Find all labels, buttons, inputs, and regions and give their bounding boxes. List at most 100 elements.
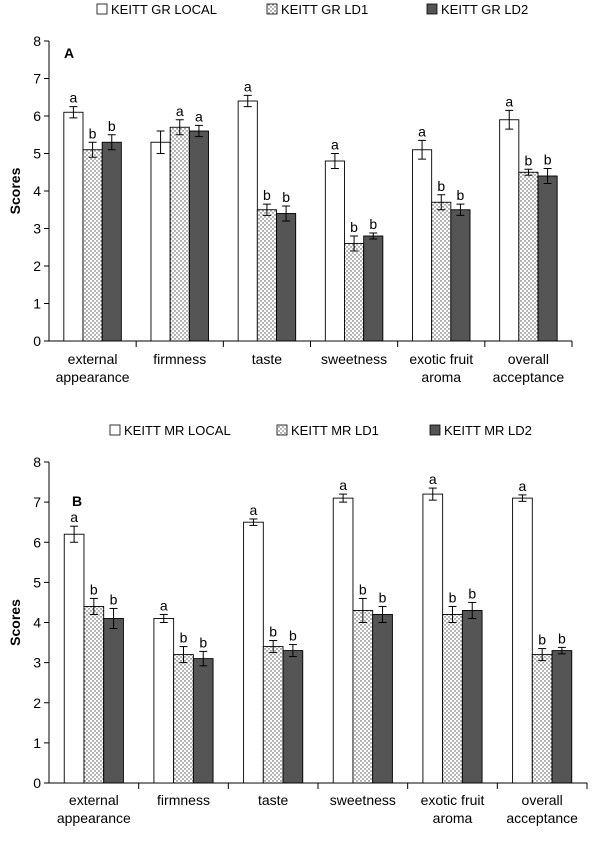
significance-label: a [505,93,513,109]
bar [344,243,365,342]
significance-label: a [176,103,184,119]
x-tick-label: aroma [433,810,473,826]
bar [243,521,264,784]
y-tick-label: 0 [33,775,41,791]
y-tick-label: 1 [33,735,41,751]
bar [276,213,297,342]
x-tick-label: firmness [157,792,210,808]
significance-label: b [289,628,297,644]
legend-label: KEITT MR LOCAL [124,423,231,438]
significance-label: a [339,477,347,493]
y-tick-label: 8 [33,454,41,470]
x-tick-label: acceptance [493,369,565,385]
significance-label: b [558,630,566,646]
bar [422,493,444,784]
y-tick-label: 6 [33,534,41,550]
y-tick-label: 0 [33,333,41,349]
significance-label: b [437,178,445,194]
significance-label: b [108,118,116,134]
panel-label: A [64,45,74,61]
significance-label: a [70,90,78,106]
y-tick-label: 5 [33,146,41,162]
significance-label: a [418,123,426,139]
significance-label: b [350,219,358,235]
bar [499,119,520,342]
bar [262,646,284,784]
x-tick-label: appearance [56,369,130,385]
x-tick-label: external [69,792,119,808]
significance-label: b [199,634,207,650]
legend-label: KEITT GR LD2 [441,2,528,17]
legend-swatch [426,3,438,15]
y-axis-label: Scores [7,167,23,214]
x-tick-label: external [68,351,118,367]
significance-label: a [250,502,258,518]
bar [188,130,209,342]
bar [537,175,558,342]
bar [103,618,124,784]
legend-swatch [429,424,441,436]
x-tick-label: overall [522,792,563,808]
bar [153,618,175,784]
bar [63,111,84,342]
x-tick-label: acceptance [506,810,578,826]
significance-label: b [90,581,98,597]
significance-label: a [195,108,203,124]
significance-label: b [263,187,271,203]
legend-swatch [96,3,108,15]
significance-label: b [180,630,188,646]
significance-label: b [538,632,546,648]
bar [352,610,374,784]
legend-label: KEITT GR LD1 [281,2,368,17]
panel-label: B [72,493,82,509]
bar [332,497,354,784]
chart-panel-a: KEITT GR LOCAL KEITT GR LD1 KEITT GR LD2 A S… [7,2,573,385]
x-tick-label: appearance [57,810,131,826]
bar [173,654,194,784]
significance-label: a [519,478,527,494]
significance-label: b [525,152,533,168]
significance-label: b [269,624,277,640]
y-tick-label: 4 [33,183,41,199]
x-tick-label: overall [508,351,549,367]
bar [101,141,122,342]
significance-label: a [331,137,339,153]
x-tick-label: sweetness [321,351,387,367]
bar [461,610,483,784]
significance-label: b [282,189,290,205]
x-tick-label: aroma [421,369,461,385]
bar [192,658,214,784]
y-tick-label: 7 [33,71,41,87]
chart-panel-b: KEITT MR LOCAL KEITT MR LD1 KEITT MR LD2 B S… [7,423,588,826]
y-tick-label: 6 [33,108,41,124]
bar [442,614,463,784]
y-tick-label: 2 [33,695,41,711]
significance-label: a [244,78,252,94]
legend-label: KEITT MR LD1 [291,423,379,438]
bar [412,149,433,342]
significance-label: b [379,589,387,605]
legend-swatch [266,3,278,15]
legend-label: KEITT GR LOCAL [111,2,217,17]
y-tick-label: 7 [33,494,41,510]
significance-label: a [429,471,437,487]
y-tick-label: 2 [33,258,41,274]
x-tick-label: taste [258,792,289,808]
bar [372,614,393,784]
bar [82,149,103,342]
x-tick-label: sweetness [330,792,396,808]
significance-label: a [70,509,78,525]
bar [83,606,105,784]
bar [150,141,171,342]
bar [431,201,452,342]
significance-label: b [369,216,377,232]
significance-label: b [468,585,476,601]
bar [512,497,533,784]
legend-label: KEITT MR LD2 [444,423,532,438]
significance-label: b [89,125,97,141]
bar [63,533,85,784]
significance-label: b [544,152,552,168]
significance-label: b [110,591,118,607]
bar [518,171,539,342]
